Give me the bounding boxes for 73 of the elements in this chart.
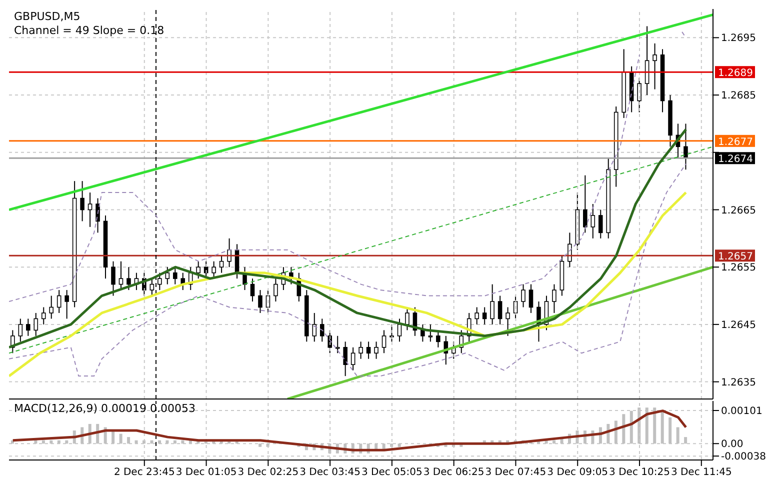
x-tick-label: 3 Dec 03:45 (300, 467, 360, 478)
candlestick (590, 204, 596, 239)
candlestick (219, 255, 224, 274)
candlestick (165, 266, 170, 285)
candlestick (474, 306, 479, 325)
x-tick-label: 3 Dec 06:25 (423, 467, 484, 478)
candlestick (312, 312, 317, 342)
candlestick (482, 306, 487, 325)
y-tick-label: 1.2655 (721, 262, 756, 274)
x-tick-label: 3 Dec 07:45 (485, 467, 546, 478)
x-tick-label: 3 Dec 10:25 (609, 467, 670, 478)
candlestick (568, 232, 572, 268)
candlestick (490, 284, 494, 325)
candlestick (652, 42, 657, 90)
candlestick (506, 306, 510, 336)
candlestick (358, 341, 363, 360)
candlestick (250, 278, 255, 302)
chart-title: GBPUSD,M5 (14, 10, 82, 24)
candlestick (598, 209, 603, 239)
candlestick (684, 123, 688, 170)
x-tick-label: 3 Dec 01:05 (176, 467, 237, 478)
candlestick (88, 192, 92, 228)
candlestick (172, 266, 178, 285)
candlestick (18, 318, 23, 342)
x-tick-label: 3 Dec 11:45 (670, 467, 732, 478)
candlestick (382, 330, 386, 354)
x-tick-label: 3 Dec 09:05 (547, 467, 608, 478)
candlestick (428, 324, 433, 342)
ref-line-label: 1.2689 (718, 68, 753, 80)
x-tick-label: 3 Dec 02:25 (238, 467, 299, 478)
candlestick (366, 341, 371, 360)
y-tick-label: 1.2645 (721, 320, 756, 331)
candlestick (126, 266, 131, 291)
candlestick (436, 330, 440, 348)
candlestick (343, 341, 348, 377)
ref-line-label: 1.2657 (718, 252, 753, 263)
candlestick (41, 306, 46, 325)
candlestick (26, 318, 30, 336)
candlestick (64, 290, 69, 320)
y-tick-label: 1.2665 (721, 205, 756, 216)
x-tick-label: 2 Dec 23:45 (114, 467, 175, 478)
candlestick (374, 341, 378, 360)
candlestick (498, 295, 502, 325)
ref-line-label: 1.2674 (718, 154, 753, 166)
candlestick (420, 324, 425, 342)
candlestick (335, 335, 340, 354)
ref-line-label: 1.2677 (718, 136, 753, 148)
y-tick-label: 0.00 (721, 439, 744, 450)
y-tick-label: 1.2695 (721, 33, 756, 44)
candlestick (274, 278, 278, 302)
candlestick (552, 284, 556, 314)
candlestick (583, 174, 588, 234)
text: Channel = 49 Slope = 0.18 (14, 24, 164, 38)
candlestick (397, 318, 402, 342)
candlestick (80, 180, 84, 222)
chart-title: MACD(12,26,9) 0.00019 0.00053 (14, 402, 196, 416)
candlestick (34, 312, 38, 336)
candlestick (111, 260, 116, 296)
y-tick-label: 0.00101 (721, 406, 762, 418)
candlestick (118, 260, 124, 291)
x-tick-label: 3 Dec 05:05 (362, 467, 422, 478)
candlestick (212, 260, 216, 280)
candlestick (350, 346, 356, 371)
candlestick (56, 290, 62, 314)
candlestick (258, 290, 262, 314)
candlestick (196, 260, 200, 280)
y-tick-label: 1.2685 (721, 90, 756, 102)
candlestick (521, 284, 526, 308)
y-tick-label: 1.2635 (721, 377, 756, 388)
y-tick-label: -0.00038 (721, 452, 766, 463)
candlestick (49, 295, 54, 320)
candlestick (320, 318, 324, 342)
candlestick (528, 284, 534, 314)
